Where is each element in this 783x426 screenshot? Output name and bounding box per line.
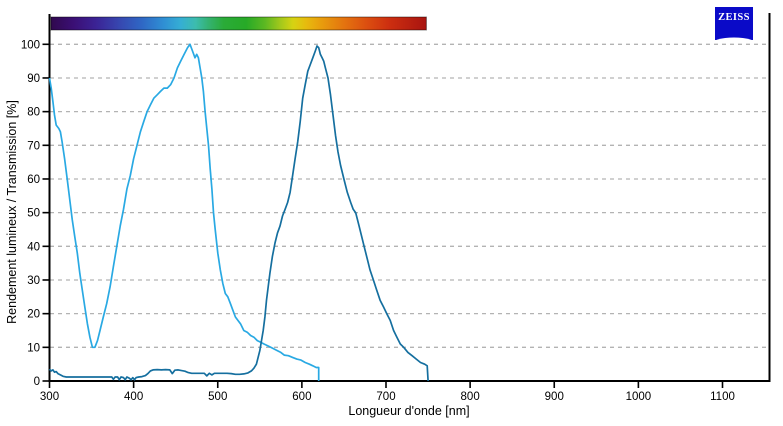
dark-blue-curve (48, 45, 429, 382)
y-tick-label: 30 (27, 275, 40, 287)
y-tick-label: 90 (27, 73, 40, 85)
x-tick-label: 700 (376, 391, 395, 403)
y-tick-label: 40 (27, 241, 40, 253)
ticks-layer: 0 10 20 30 40 50 60 70 80 90 100 300 400 500 600 700 800… (21, 39, 735, 403)
zeiss-logo-lens-curve (715, 37, 753, 42)
y-tick-label: 20 (27, 309, 40, 321)
x-tick-label: 800 (461, 391, 480, 403)
gridlines-layer (50, 43, 768, 348)
y-tick-label: 100 (21, 39, 40, 51)
visible-spectrum-bar (50, 16, 427, 31)
x-tick-label: 500 (208, 391, 227, 403)
zeiss-logo: ZEISS (715, 7, 753, 42)
x-tick-label: 1000 (626, 391, 652, 403)
y-tick-label: 80 (27, 107, 40, 119)
x-tick-label: 600 (292, 391, 311, 403)
axes-layer (48, 13, 771, 382)
y-tick-label: 70 (27, 140, 40, 152)
y-tick-label: 60 (27, 174, 40, 186)
y-tick-label: 10 (27, 342, 40, 354)
x-axis-title: Longueur d'onde [nm] (348, 404, 469, 418)
x-tick-label: 900 (545, 391, 564, 403)
x-tick-label: 400 (124, 391, 143, 403)
x-tick-label: 300 (40, 391, 59, 403)
series-layer (48, 43, 429, 382)
zeiss-logo-badge (715, 7, 753, 40)
y-axis-title: Rendement lumineux / Transmission [%] (5, 100, 19, 324)
y-tick-label: 50 (27, 208, 40, 220)
light-blue-curve (48, 43, 320, 381)
y-tick-label: 0 (34, 376, 40, 388)
zeiss-logo-text: ZEISS (718, 12, 750, 23)
x-tick-label: 1100 (710, 391, 735, 403)
